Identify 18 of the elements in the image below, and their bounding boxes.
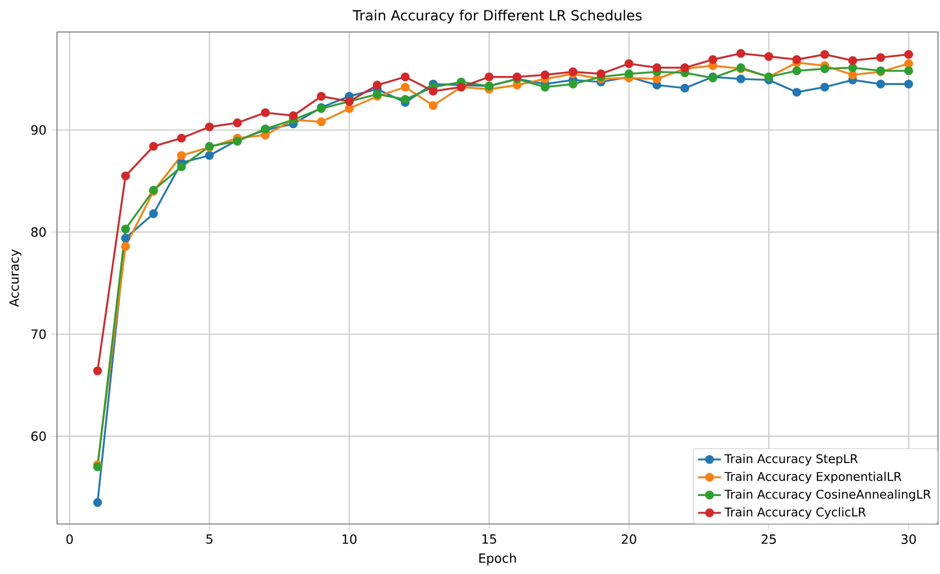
- chart-title: Train Accuracy for Different LR Schedules: [352, 10, 642, 24]
- y-axis-title: Accuracy: [9, 249, 22, 307]
- legend-label: Train Accuracy CosineAnnealingLR: [724, 489, 931, 502]
- x-tick-label: 20: [622, 534, 636, 544]
- x-tick-label: 0: [66, 534, 73, 544]
- x-tick-label: 25: [762, 534, 776, 544]
- x-tick-label: 30: [902, 534, 916, 544]
- y-tick-label: 70: [32, 329, 46, 339]
- legend-label: Train Accuracy StepLR: [724, 454, 858, 466]
- y-tick-label: 90: [31, 125, 46, 135]
- y-tick-label: 80: [31, 227, 46, 237]
- x-tick-label: 5: [206, 534, 212, 544]
- y-tick-label: 60: [31, 431, 46, 441]
- legend-label: Train Accuracy CyclicLR: [724, 507, 866, 519]
- x-axis-title: Epoch: [479, 553, 516, 566]
- legend-label: Train Accuracy ExponentialLR: [724, 472, 902, 484]
- x-tick-label: 10: [342, 534, 356, 544]
- x-tick-label: 15: [482, 534, 496, 544]
